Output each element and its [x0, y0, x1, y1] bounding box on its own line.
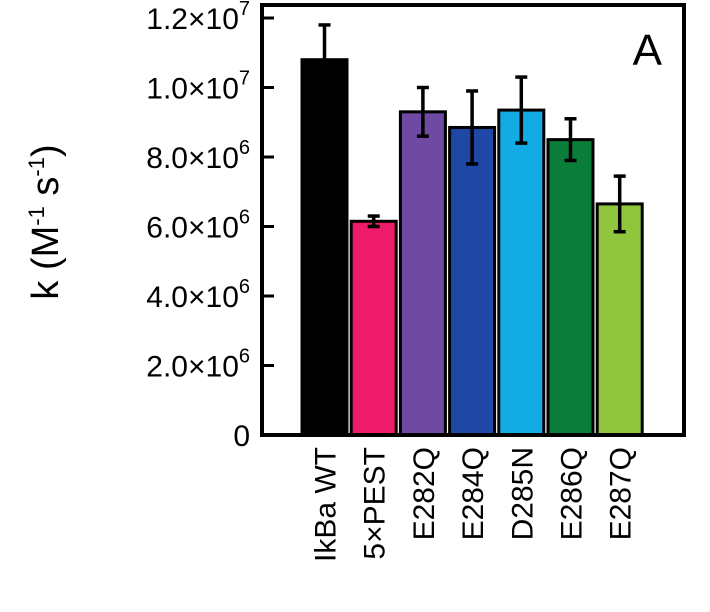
plot-frame: [260, 3, 686, 437]
y-axis-title-exp2: -1: [24, 157, 49, 177]
y-axis-title-suffix: ): [25, 144, 67, 157]
bar: [300, 58, 349, 437]
bars: [300, 58, 644, 437]
y-axis-ticks: 0 2.0×106 4.0×106 6.0×106 8.0×106 1.0×107 1.2×…: [146, 0, 274, 453]
y-tick-label: 2.0×106: [146, 346, 250, 384]
svg-text:k (M-1 s-1): k (M-1 s-1): [24, 144, 67, 299]
y-axis-title-prefix: k (M: [25, 226, 67, 300]
y-axis-title-mid: s: [25, 177, 67, 207]
y-tick-label: 6.0×106: [146, 207, 250, 245]
error-bars: [318, 23, 626, 234]
y-tick-label: 0: [233, 420, 250, 453]
panel-label: A: [633, 26, 663, 75]
bar: [349, 219, 398, 437]
x-axis-tick-labels: IkBa WT 5×PEST E282Q E284Q D285N E286Q E287Q: [310, 447, 638, 562]
bar: [595, 202, 644, 437]
y-tick-label: 1.0×107: [146, 68, 250, 106]
x-tick-label: E284Q: [457, 447, 490, 540]
bar: [497, 108, 546, 437]
y-tick-label: 8.0×106: [146, 137, 250, 175]
bar: [448, 125, 497, 437]
y-axis-title-exp1: -1: [24, 206, 49, 226]
y-tick-label: 4.0×106: [146, 276, 250, 314]
x-tick-label: IkBa WT: [310, 447, 343, 562]
y-tick-label: 1.2×107: [146, 0, 250, 36]
x-tick-label: E286Q: [556, 447, 589, 540]
x-tick-label: E282Q: [408, 447, 441, 540]
bar: [398, 110, 447, 437]
x-tick-label: E287Q: [605, 447, 638, 540]
y-axis-title: k (M-1 s-1): [24, 144, 67, 299]
x-tick-label: 5×PEST: [359, 447, 392, 560]
x-tick-label: D285N: [506, 447, 539, 540]
bar: [546, 138, 595, 437]
